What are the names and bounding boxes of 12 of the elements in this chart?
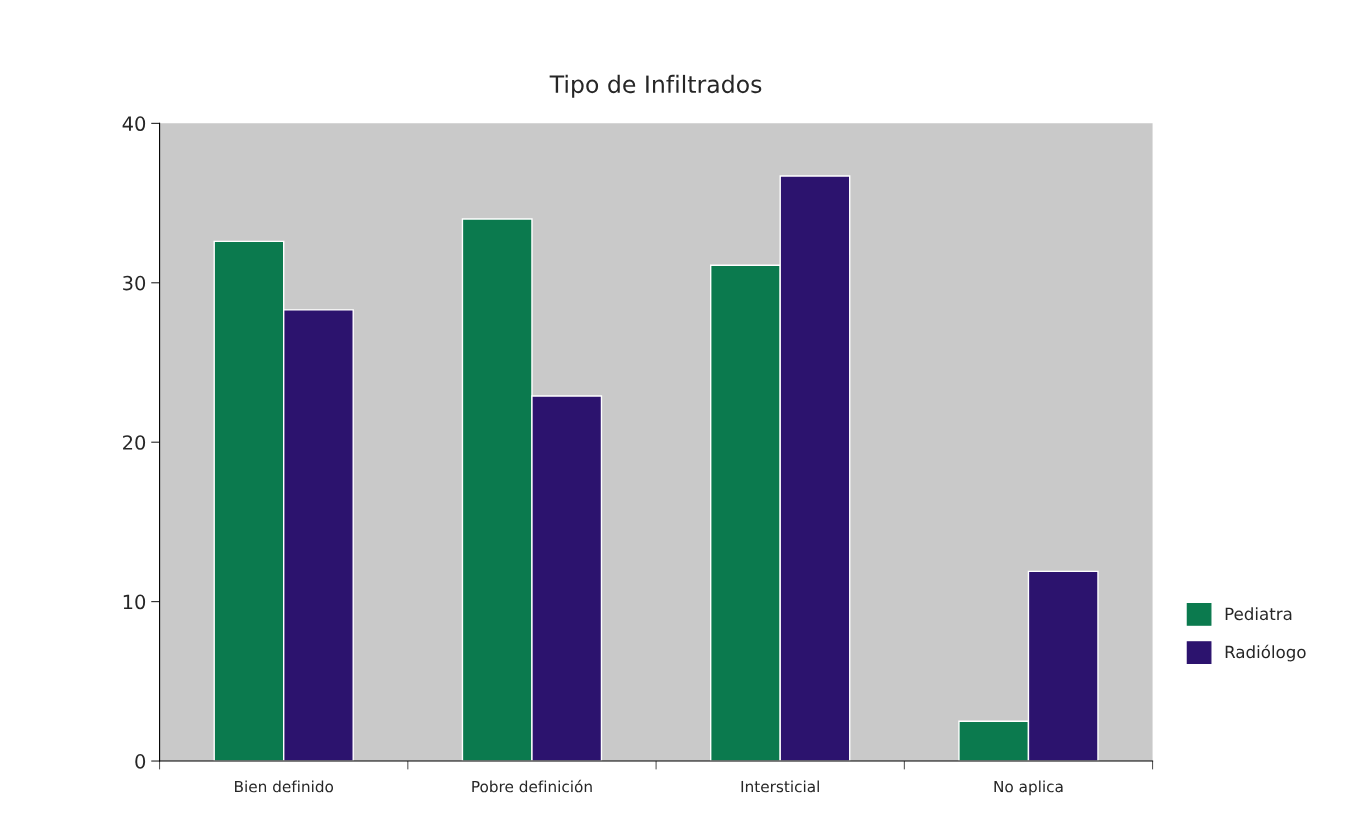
x-tick-label: Intersticial	[741, 780, 819, 793]
y-tick-label: 10	[123, 594, 146, 610]
x-tick-label: No aplica	[994, 780, 1063, 796]
x-tick-label: Pobre definición	[472, 779, 592, 793]
legend-label: Pediatra	[1225, 607, 1292, 621]
legend-label: Radiólogo	[1225, 644, 1306, 662]
chart-title: Tipo de Infiltrados	[549, 74, 762, 98]
y-tick-label: 30	[123, 275, 146, 291]
y-tick-label: 20	[123, 435, 146, 450]
y-tick-label: 0	[135, 753, 146, 769]
x-tick-label: Bien definido	[235, 780, 334, 793]
y-tick-label: 40	[122, 116, 146, 132]
